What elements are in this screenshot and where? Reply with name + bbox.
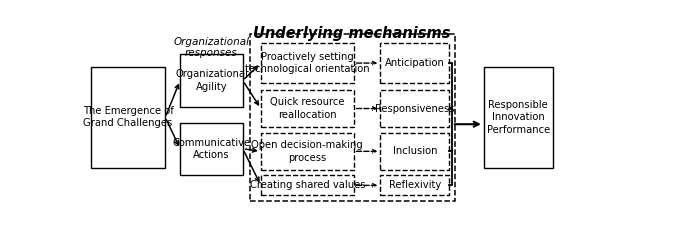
Bar <box>180 54 242 107</box>
Bar <box>380 133 449 170</box>
Text: Proactively setting
technological orientation: Proactively setting technological orient… <box>245 52 370 74</box>
Bar <box>380 175 449 195</box>
Bar <box>380 43 449 83</box>
Bar <box>380 90 449 127</box>
Bar <box>261 90 353 127</box>
Text: Reflexivity: Reflexivity <box>388 180 441 190</box>
Bar <box>91 67 165 168</box>
Text: Underlying mechanisms: Underlying mechanisms <box>253 26 451 41</box>
Text: Quick resource
reallocation: Quick resource reallocation <box>270 97 345 120</box>
Bar <box>250 34 455 201</box>
Bar <box>484 67 553 168</box>
Bar <box>261 43 353 83</box>
Text: Responsiveness: Responsiveness <box>375 104 455 114</box>
Text: Open decision-making
process: Open decision-making process <box>251 140 363 163</box>
Bar <box>261 133 353 170</box>
Text: Organizational
responses: Organizational responses <box>173 37 249 59</box>
Text: Creating shared values: Creating shared values <box>249 180 365 190</box>
Text: Communicative
Actions: Communicative Actions <box>173 138 251 160</box>
Text: Anticipation: Anticipation <box>385 58 445 68</box>
Text: The Emergence of
Grand Challenges: The Emergence of Grand Challenges <box>83 106 173 128</box>
Text: Inclusion: Inclusion <box>393 146 437 156</box>
Text: Responsible
Innovation
Performance: Responsible Innovation Performance <box>486 100 550 135</box>
Bar <box>261 175 353 195</box>
Bar <box>180 123 242 175</box>
Text: Organizational
Agility: Organizational Agility <box>175 69 248 92</box>
